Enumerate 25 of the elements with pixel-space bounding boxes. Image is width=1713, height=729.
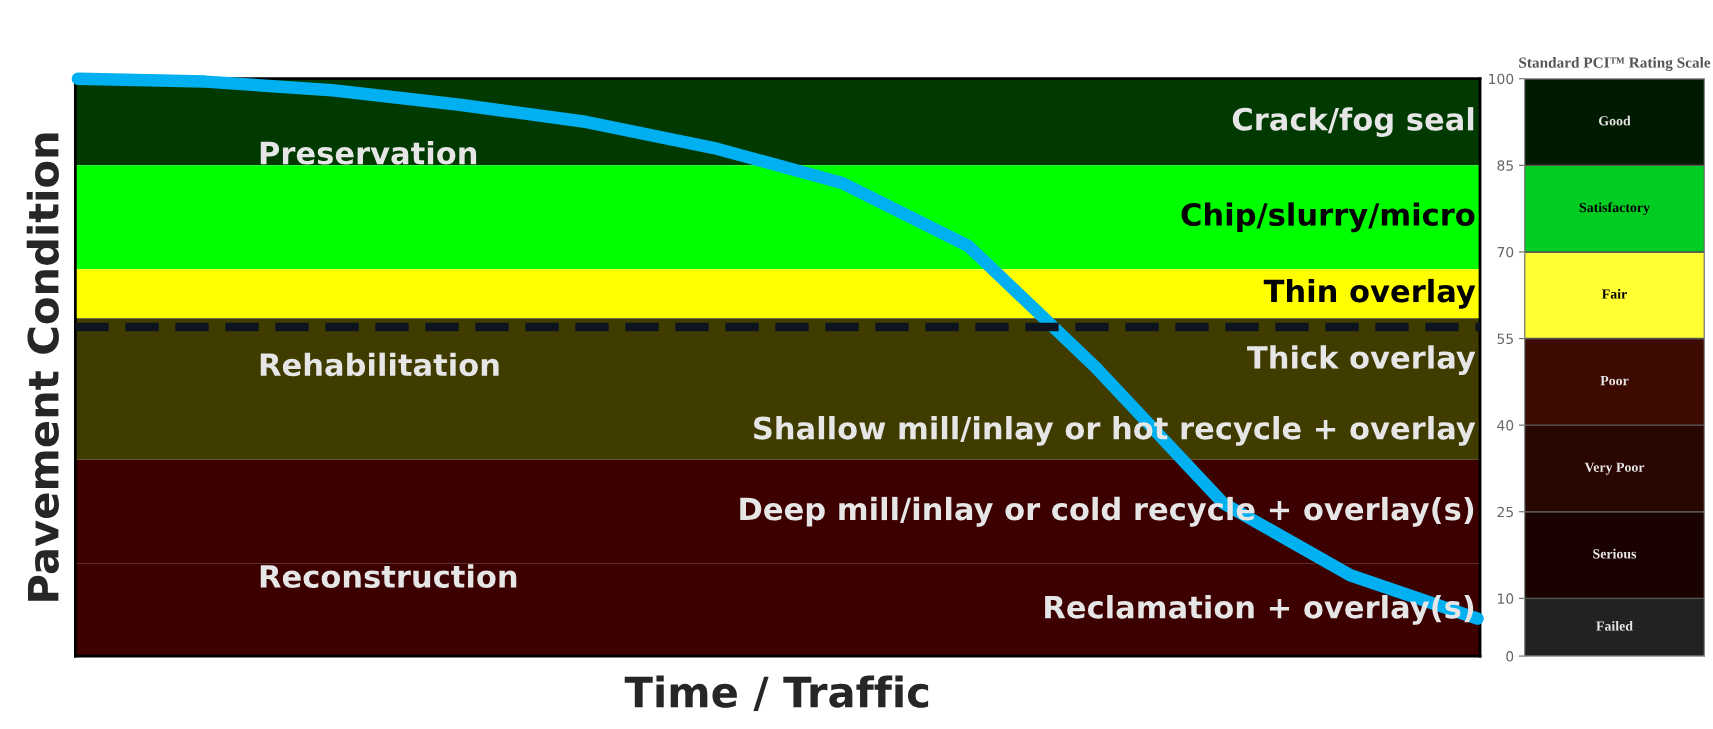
y-tick-label: 10 [1498, 593, 1514, 604]
band-label: Chip/slurry/micro [1181, 202, 1475, 233]
band-label: Crack/fog seal [1232, 107, 1474, 137]
series-label: Failed [1596, 620, 1633, 631]
series-label: Poor [1600, 376, 1629, 386]
chart-title: Standard PCI™ Rating Scale [1519, 57, 1711, 71]
y-tick-label: 70 [1497, 246, 1514, 258]
annotation: Reconstruction [260, 564, 517, 588]
y-tick-label: 55 [1497, 333, 1513, 345]
series-label: Very Poor [1584, 462, 1645, 475]
y-axis-title: Pavement Condition [26, 133, 59, 601]
y-tick-label: 85 [1497, 160, 1513, 171]
x-axis-title: Time / Traffic [624, 675, 929, 712]
band-label: Thin overlay [1263, 278, 1476, 309]
annotation: Rehabilitation [260, 352, 499, 377]
annotation: Preservation [260, 140, 477, 165]
series-label: Fair [1602, 288, 1627, 299]
series-label: Satisfactory [1579, 202, 1650, 216]
series-label: Good [1598, 115, 1631, 126]
band-label: Thick overlay [1247, 345, 1476, 376]
y-tick-label: 40 [1497, 420, 1514, 431]
y-tick-label: 0 [1506, 651, 1514, 662]
y-tick-label: 25 [1497, 506, 1513, 518]
y-tick-label: 100 [1489, 73, 1514, 85]
series-label: Serious [1593, 548, 1637, 559]
